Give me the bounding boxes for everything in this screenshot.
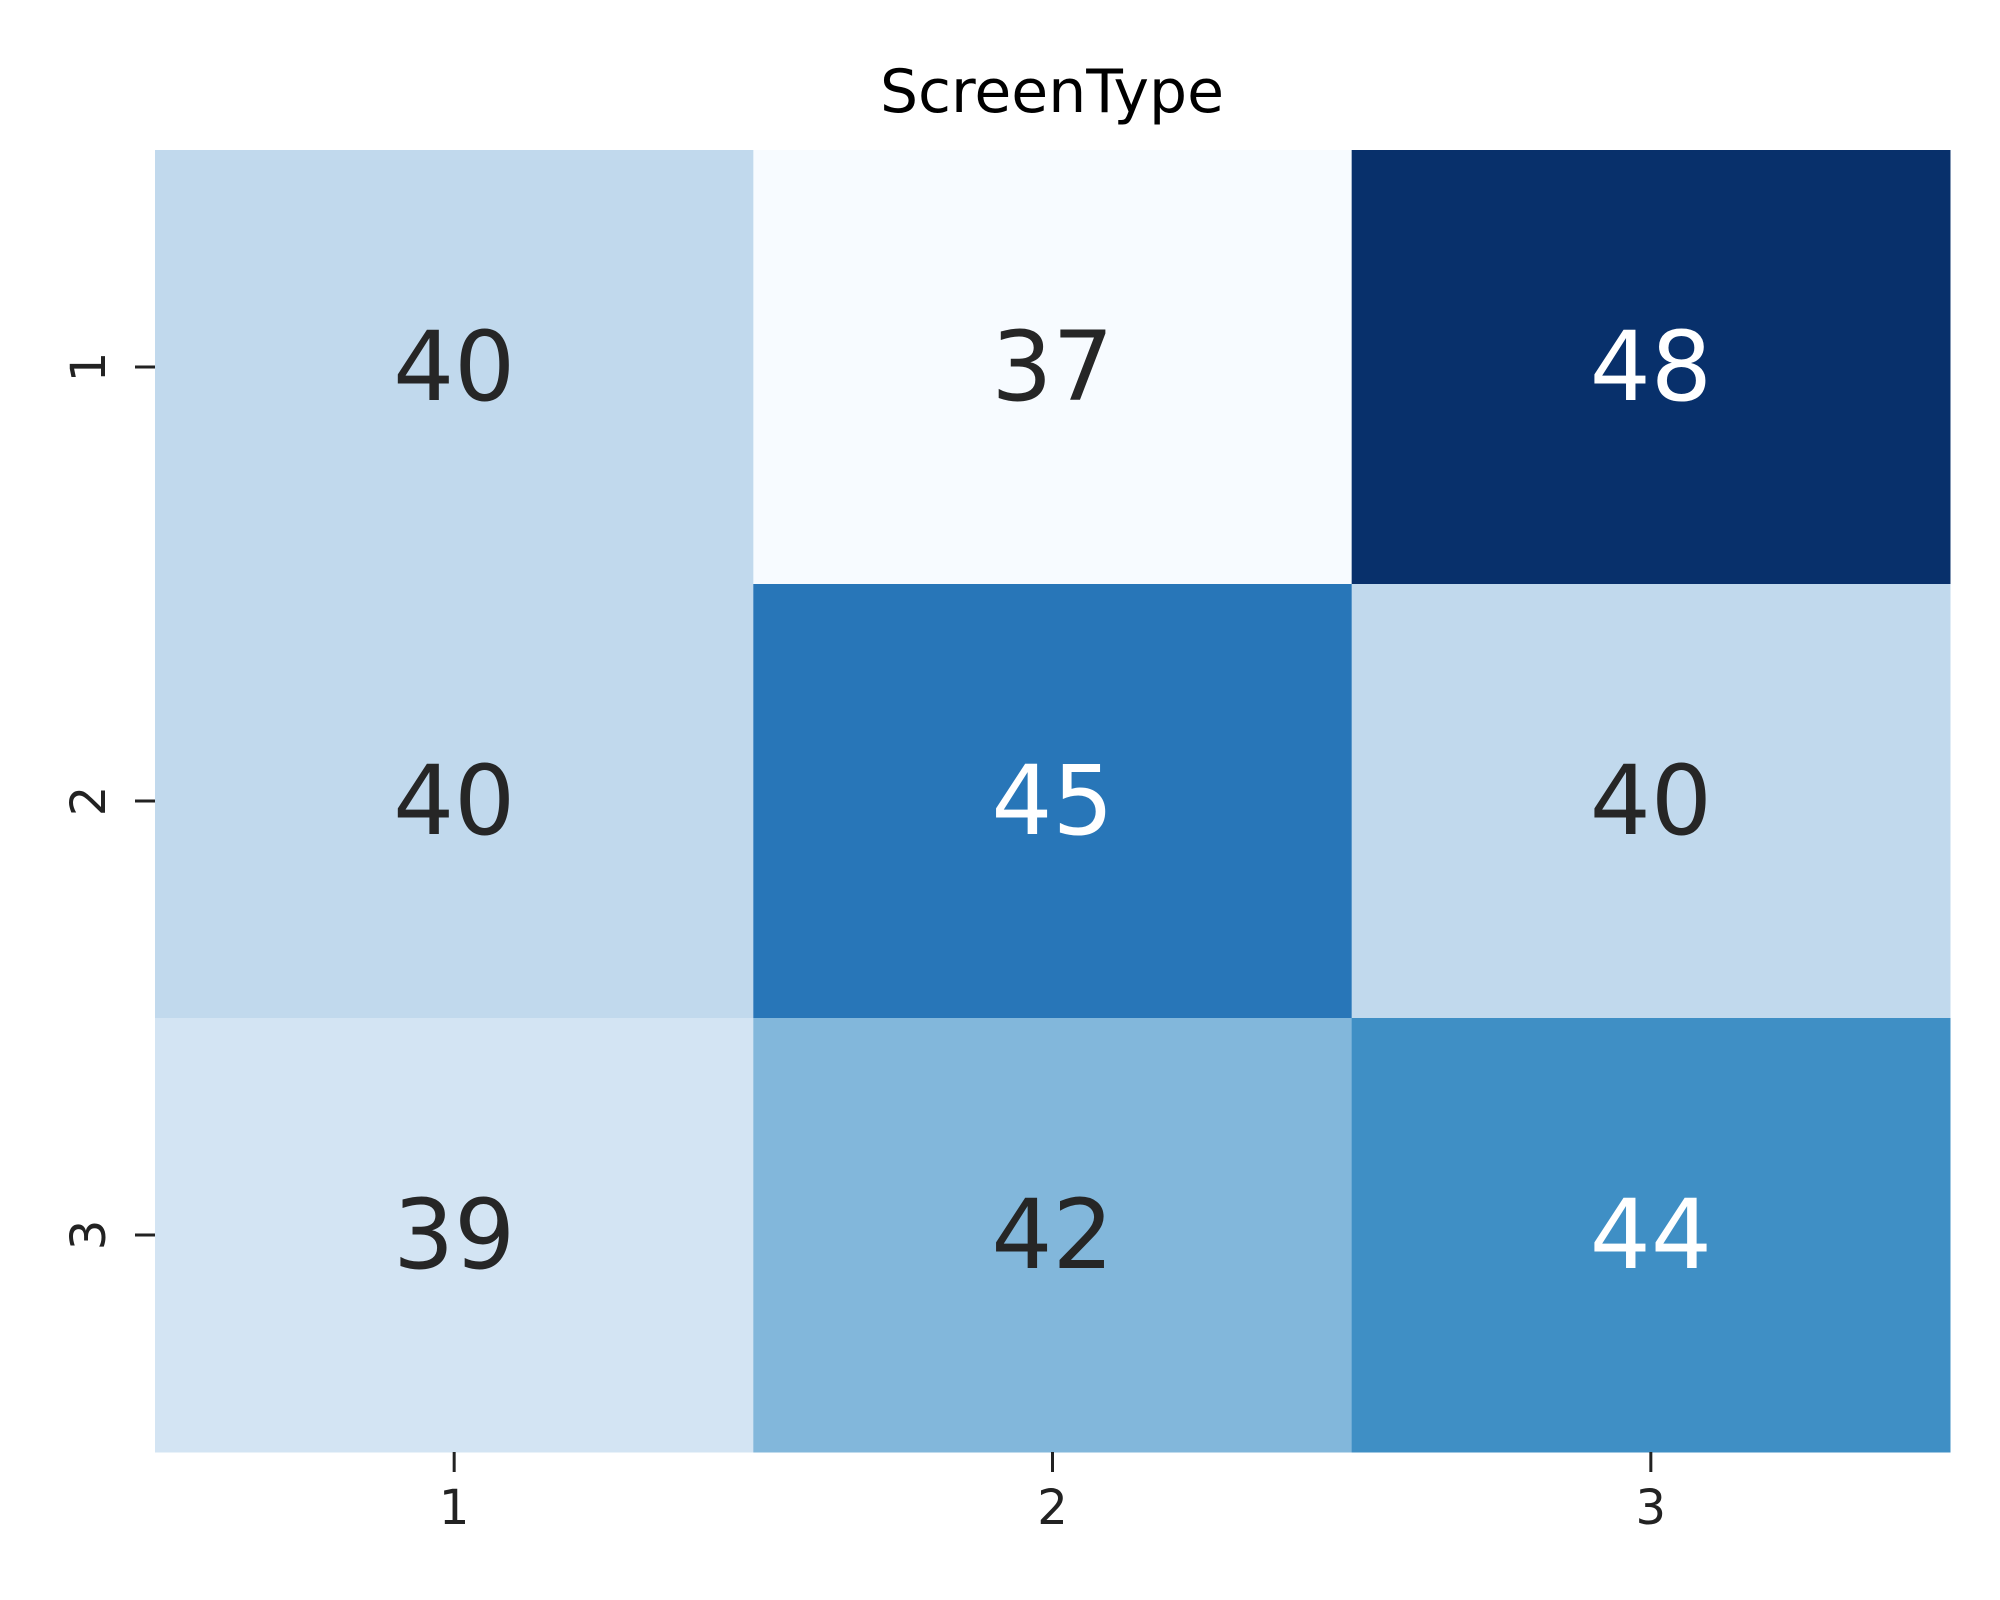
y-tick-label: 2 [61,786,117,817]
y-tick-label: 3 [61,1220,117,1251]
cell-value-label: 39 [393,1179,515,1291]
cell-value-label: 48 [1590,311,1712,423]
cell-value-label: 44 [1590,1179,1712,1291]
heatmap-cell [1351,150,1951,585]
y-tick-label: 1 [61,352,117,383]
x-tick-label: 3 [1636,1480,1667,1536]
heatmap-cell [155,150,754,585]
x-axis: 1 2 3 [439,1452,1666,1536]
chart-title: ScreenType [880,57,1224,127]
y-axis: 1 2 3 [61,352,155,1251]
cell-value-label: 42 [991,1179,1113,1291]
heatmap-cells: 40 37 48 40 45 40 39 42 44 [155,150,1951,1453]
heatmap-cell [1351,1018,1951,1453]
cell-value-label: 37 [991,311,1113,423]
heatmap-cell [753,584,1353,1019]
heatmap-cell [753,1018,1353,1453]
x-tick-label: 1 [439,1480,470,1536]
cell-value-label: 40 [393,311,515,423]
cell-value-label: 40 [393,745,515,857]
cell-value-label: 40 [1590,745,1712,857]
x-tick-label: 2 [1037,1480,1068,1536]
heatmap-cell [1351,584,1951,1019]
heatmap-cell [753,150,1353,585]
heatmap-cell [155,584,754,1019]
cell-value-label: 45 [991,745,1113,857]
heatmap-cell [155,1018,754,1453]
